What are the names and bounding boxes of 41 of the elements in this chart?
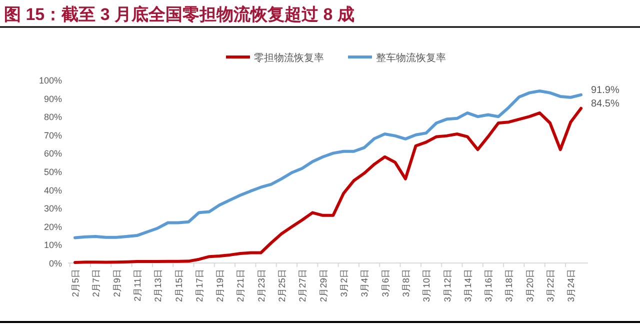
y-tick-label: 30%	[44, 204, 62, 214]
x-tick-label: 3月22日	[546, 269, 556, 302]
legend-label: 整车物流恢复率	[376, 52, 446, 64]
y-tick-label: 90%	[44, 94, 62, 104]
x-tick-label: 3月8日	[400, 269, 411, 298]
x-tick-label: 3月10日	[422, 269, 432, 302]
x-tick-label: 2月15日	[174, 269, 184, 302]
x-tick-label: 3月20日	[524, 269, 535, 302]
x-tick-label: 2月17日	[194, 269, 204, 302]
y-tick-label: 40%	[44, 185, 62, 196]
y-tick-label: 80%	[44, 112, 62, 122]
x-tick-label: 3月6日	[380, 269, 390, 298]
x-tick-label: 2月9日	[112, 269, 122, 298]
y-tick-label: 20%	[44, 222, 62, 232]
title: 图 15：截至 3 月底全国零担物流恢复超过 8 成	[4, 5, 354, 24]
x-tick-label: 3月18日	[504, 269, 514, 302]
y-tick-label: 0%	[48, 258, 62, 268]
data-label: 91.9%	[591, 84, 620, 96]
x-tick-label: 3月12日	[442, 269, 452, 302]
x-tick-label: 2月19日	[215, 269, 226, 302]
x-tick-label: 3月16日	[484, 269, 494, 302]
x-tick-label: 2月7日	[91, 269, 102, 298]
y-tick-label: 50%	[44, 167, 62, 177]
y-tick-label: 100%	[38, 76, 62, 86]
x-tick-label: 3月14日	[462, 269, 473, 302]
x-tick-label: 2月11日	[132, 269, 142, 302]
data-label: 84.5%	[591, 98, 620, 110]
x-tick-label: 3月4日	[360, 269, 370, 298]
x-tick-label: 3月24日	[566, 269, 576, 302]
legend-label: 零担物流恢复率	[254, 52, 324, 64]
x-tick-label: 3月2日	[338, 269, 349, 298]
x-tick-label: 2月23日	[256, 269, 266, 302]
x-tick-label: 2月29日	[318, 269, 328, 302]
x-tick-label: 2月27日	[298, 269, 308, 302]
x-tick-label: 2月13日	[153, 269, 164, 302]
x-tick-label: 2月21日	[236, 269, 246, 302]
x-tick-label: 2月25日	[277, 269, 288, 302]
y-tick-label: 60%	[44, 148, 62, 159]
y-tick-label: 10%	[44, 240, 62, 250]
x-tick-label: 2月5日	[70, 269, 80, 298]
y-tick-label: 70%	[44, 130, 62, 140]
